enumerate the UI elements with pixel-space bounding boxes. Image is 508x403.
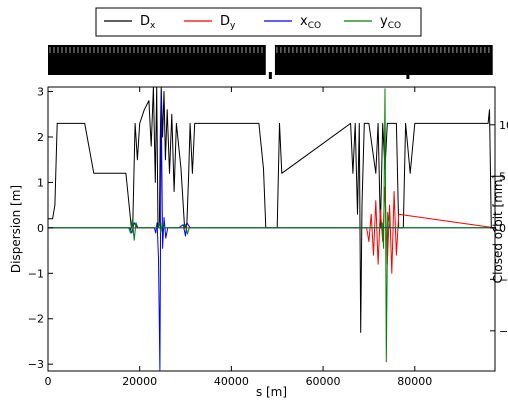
x-tick-label: 20000 (122, 375, 157, 388)
y-right-tick-label: 0 (499, 222, 506, 235)
y-left-tick-label: 0 (37, 222, 44, 235)
y-right-tick-label: −5 (499, 273, 508, 286)
series-line-dx (48, 87, 495, 333)
x-tick-label: 0 (45, 375, 52, 388)
y-right-tick-label: 10 (499, 119, 508, 132)
legend-sub: x (150, 21, 156, 31)
legend-sub: y (230, 21, 236, 31)
legend-entry-2: xCO (300, 14, 321, 31)
legend-entry-3: yCO (380, 14, 401, 31)
lattice-gap-marker (268, 72, 272, 79)
plot-frame (47, 86, 496, 372)
y-right-tick-label: −10 (499, 325, 508, 338)
legend-base: x (300, 14, 308, 29)
legend-base: y (380, 14, 388, 29)
y-left-tick-label: 2 (37, 131, 44, 144)
lattice-block (274, 45, 493, 75)
y-left-tick-label: −1 (28, 267, 44, 280)
legend-sub: CO (308, 21, 321, 31)
y-left-tick-label: 1 (37, 176, 44, 189)
y-left-tick-label: 3 (37, 86, 44, 99)
series-line-yco (48, 88, 495, 363)
y-left-axis-label: Dispersion [m] (9, 185, 23, 273)
lattice-strip (48, 45, 493, 79)
lattice-block (48, 45, 266, 75)
x-tick-label: 60000 (306, 375, 341, 388)
legend-sub: CO (388, 21, 401, 31)
x-axis-label: s [m] (256, 385, 287, 399)
series-line-dy (48, 186, 495, 274)
legend: Dx Dy xCO yCO (95, 7, 422, 37)
y-left-tick-label: −2 (28, 313, 44, 326)
x-tick-label: 80000 (397, 375, 432, 388)
y-right-axis-label: Closed orbit [mm] (491, 175, 505, 284)
y-right-tick-label: 5 (499, 170, 506, 183)
legend-entry-0: Dx (140, 14, 156, 31)
series-layer (48, 87, 495, 371)
series-line-xco (48, 93, 495, 371)
legend-frame (95, 7, 422, 37)
y-left-tick-label: −3 (28, 358, 44, 371)
legend-base: D (220, 14, 230, 29)
lattice-gap-marker (406, 72, 410, 79)
axes: 020000400006000080000−3−2−10123−10−50510… (9, 86, 508, 399)
x-tick-label: 40000 (214, 375, 249, 388)
legend-entry-1: Dy (220, 14, 236, 31)
plot-area: 020000400006000080000−3−2−10123−10−50510… (9, 86, 508, 399)
legend-base: D (140, 14, 150, 29)
